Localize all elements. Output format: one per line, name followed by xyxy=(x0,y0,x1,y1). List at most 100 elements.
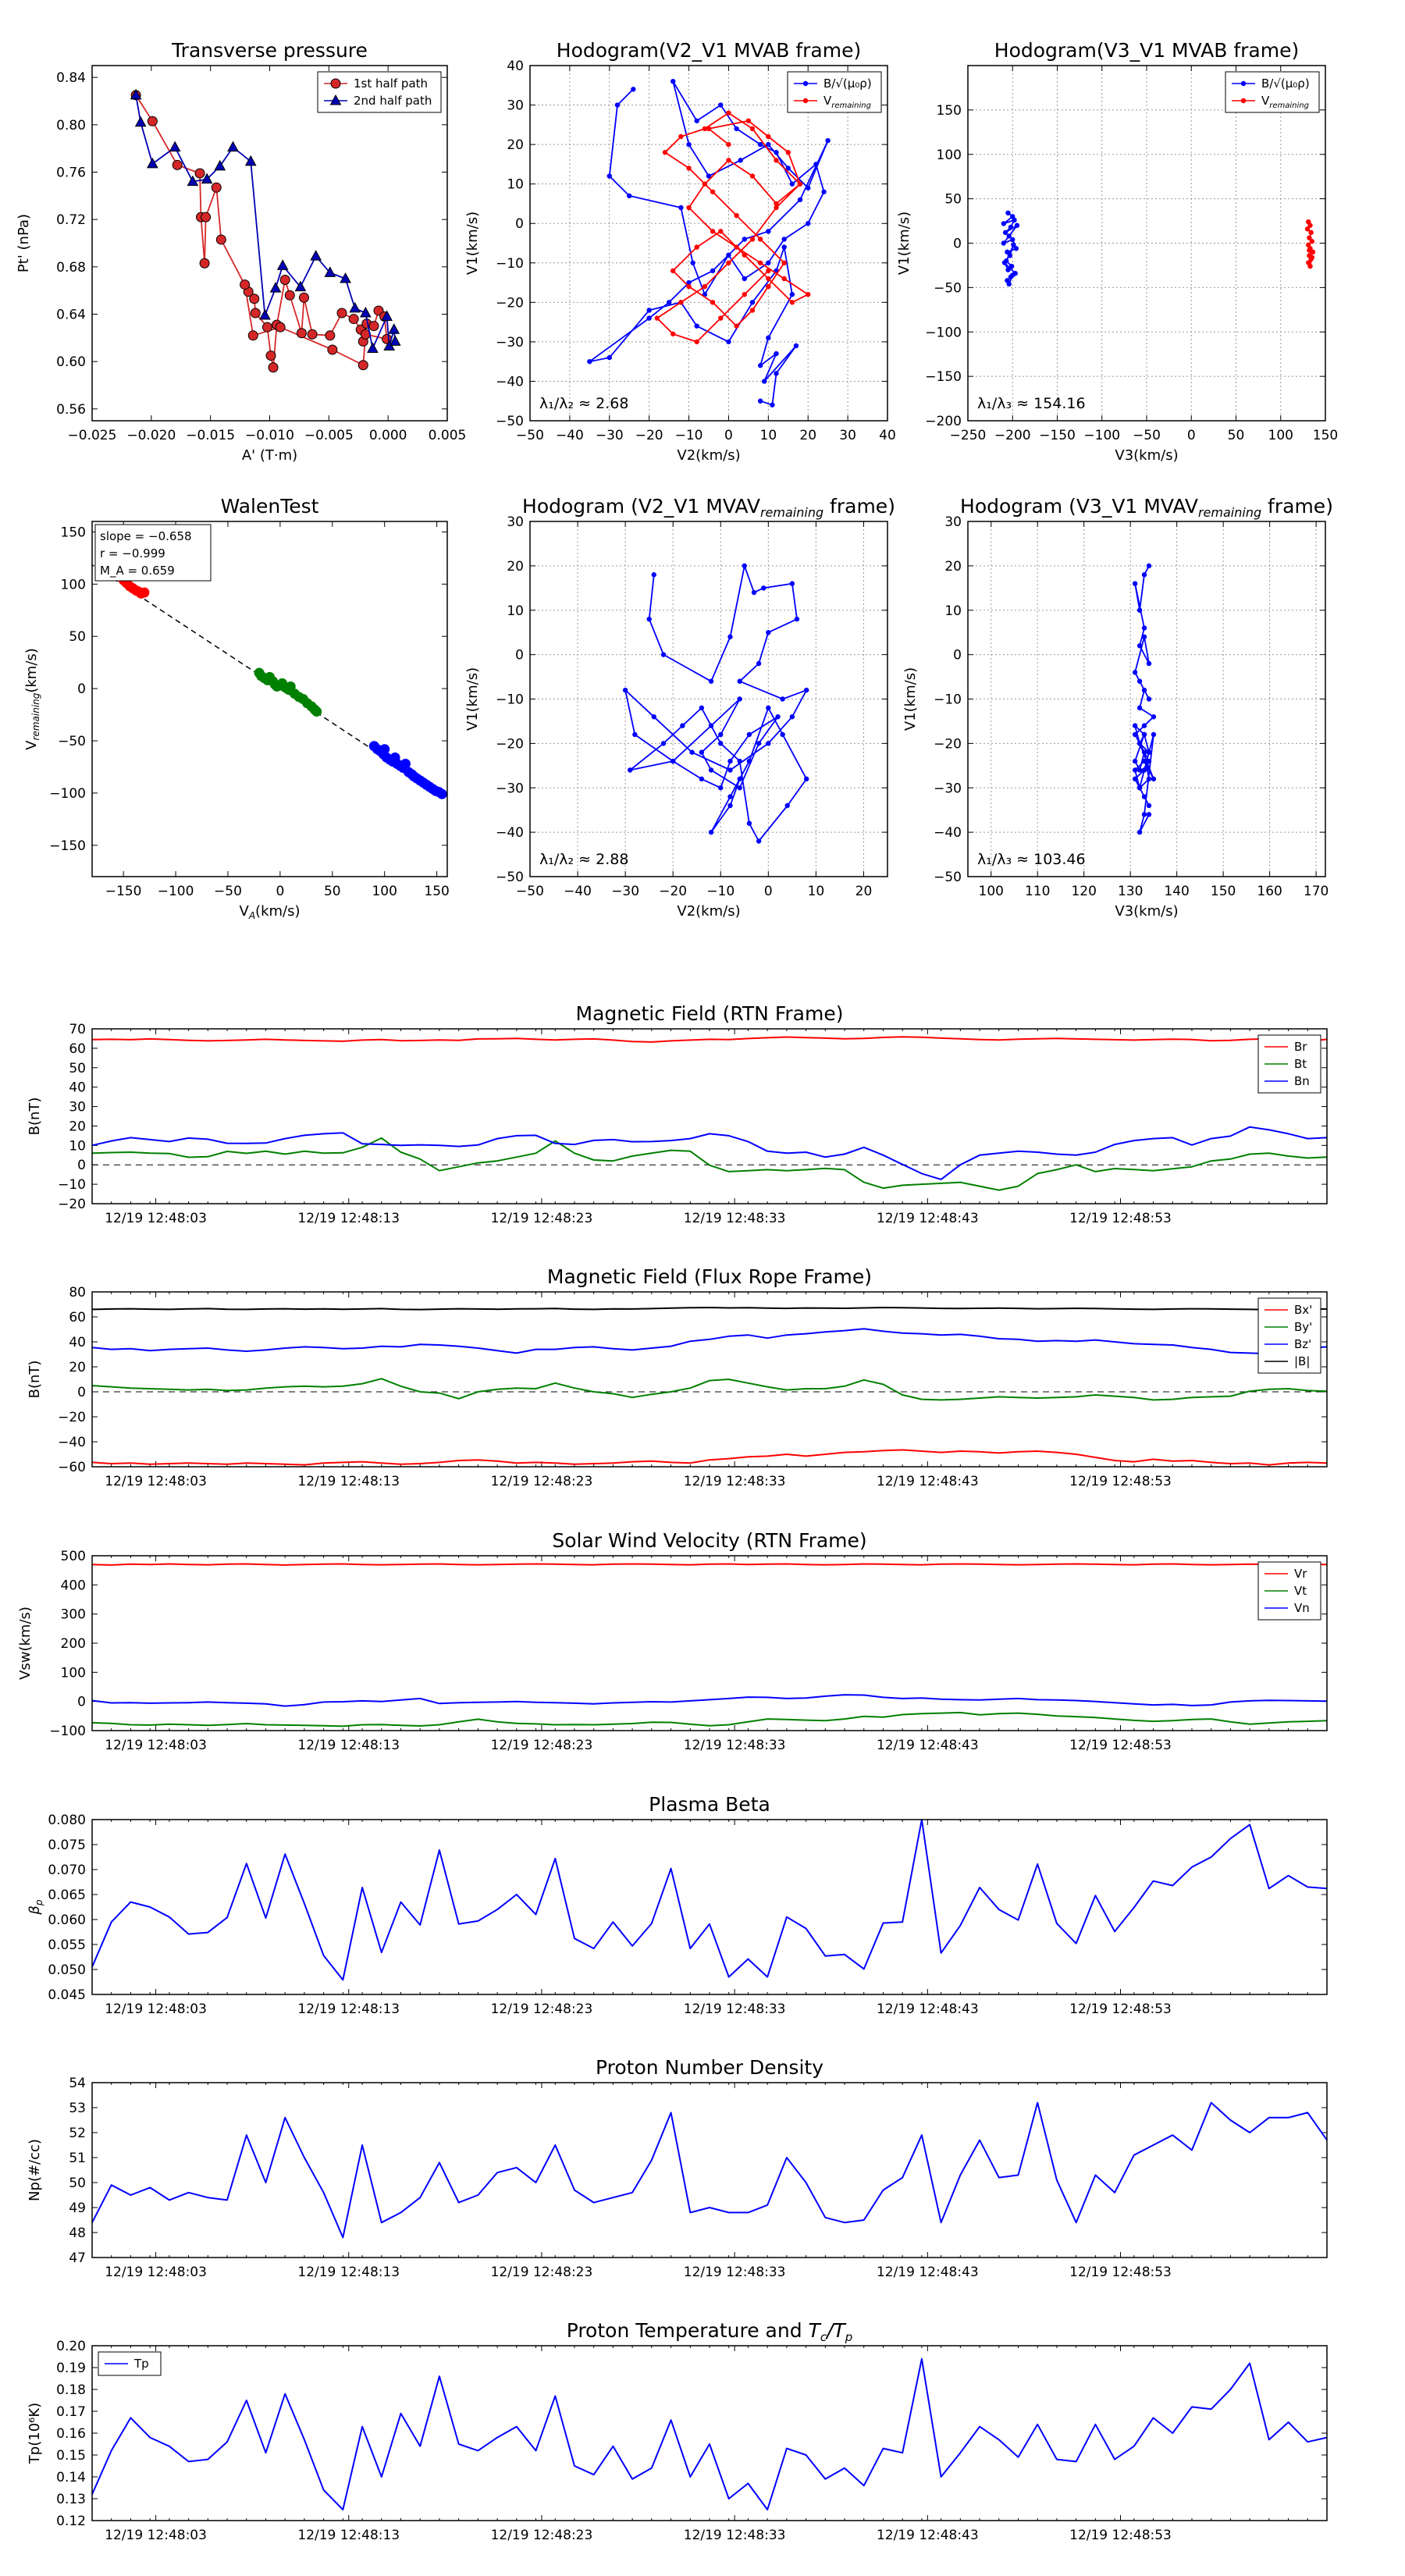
data-point xyxy=(774,371,779,376)
chart-title: Hodogram (V3_V1 MVAVremaining frame) xyxy=(960,495,1333,520)
title-part: Proton Temperature and xyxy=(567,2319,809,2342)
chart-h1: Hodogram(V2_V1 MVAB frame) −50 −40 −30 −20 −1… xyxy=(464,39,896,464)
data-point xyxy=(1141,758,1147,764)
data-point xyxy=(368,321,379,332)
y-axis-label: βp xyxy=(27,1899,44,1916)
data-point xyxy=(1141,572,1147,578)
y-tick-label: −50 xyxy=(58,734,86,749)
data-point xyxy=(784,802,790,809)
data-point xyxy=(825,137,831,144)
y-tick-label: 0 xyxy=(77,681,86,697)
data-point xyxy=(1309,254,1315,260)
y-tick-label: 48 xyxy=(69,2226,86,2241)
data-point xyxy=(1146,660,1152,667)
data-point xyxy=(766,229,771,234)
data-point xyxy=(797,181,803,187)
y-tick-label: 200 xyxy=(61,1636,86,1652)
x-tick-label: 10 xyxy=(808,884,825,899)
legend-box xyxy=(787,71,882,113)
y-tick-label: 51 xyxy=(69,2151,86,2166)
title-part: Hodogram (V3_V1 MVAV xyxy=(960,495,1198,518)
data-point xyxy=(678,300,684,305)
x-tick-label: −20 xyxy=(635,428,663,443)
y-tick-label: 0.080 xyxy=(48,1813,86,1828)
chart-title: Plasma Beta xyxy=(649,1793,770,1816)
legend-part: V xyxy=(823,94,832,108)
y-tick-label: 0.19 xyxy=(56,2361,86,2376)
data-point xyxy=(1146,696,1152,702)
data-point xyxy=(751,589,757,596)
y-tick-label: −20 xyxy=(496,736,524,752)
data-point xyxy=(265,350,276,361)
data-point xyxy=(1141,687,1147,693)
x-tick-label: 12/19 12:48:33 xyxy=(684,1738,786,1753)
x-tick-label: 12/19 12:48:33 xyxy=(684,2528,786,2543)
series-line xyxy=(91,1126,1328,1180)
eigen-ratio: λ₁/λ₂ ≈ 2.88 xyxy=(539,851,628,868)
y-tick-label: 0.17 xyxy=(56,2404,86,2420)
y-tick-label: 0 xyxy=(515,216,524,232)
axes-frame xyxy=(91,1291,1328,1468)
x-tick-label: −40 xyxy=(556,428,584,443)
x-tick-label: 10 xyxy=(760,428,777,443)
x-tick-label: 30 xyxy=(839,428,856,443)
x-tick-label: 12/19 12:48:53 xyxy=(1069,2265,1172,2280)
chart-walen: WalenTest −150 −100 −50 0 50 100 150 −150 −100 −50… xyxy=(23,495,450,921)
y-tick-label: 10 xyxy=(507,603,524,619)
data-point xyxy=(726,260,731,265)
x-tick-label: −0.010 xyxy=(245,428,294,443)
y-tick-label: −40 xyxy=(496,374,524,390)
data-point xyxy=(1132,723,1138,728)
data-point xyxy=(734,126,739,132)
x-tick-label: 40 xyxy=(879,428,896,443)
data-point xyxy=(1307,222,1313,228)
y-tick-label: −150 xyxy=(925,369,962,385)
y-tick-label: 0 xyxy=(77,1385,86,1400)
x-tick-label: −40 xyxy=(564,884,592,899)
data-point xyxy=(367,342,379,353)
data-point xyxy=(1136,643,1143,649)
data-point xyxy=(1005,267,1011,272)
y-tick-label: 0.76 xyxy=(56,165,86,181)
series-line xyxy=(91,1819,1328,1981)
data-point xyxy=(348,314,359,325)
y-tick-label: −20 xyxy=(58,1410,86,1425)
data-point xyxy=(651,714,656,720)
chart-title: Hodogram (V2_V1 MVAVremaining frame) xyxy=(522,495,895,520)
x-tick-label: −50 xyxy=(516,428,544,443)
data-point xyxy=(284,290,295,301)
data-point xyxy=(651,572,656,578)
data-point xyxy=(797,197,803,203)
y-tick-label: 49 xyxy=(69,2201,86,2216)
title-part: T xyxy=(809,2319,822,2342)
data-point xyxy=(806,292,811,297)
y-tick-label: 30 xyxy=(507,98,524,114)
data-point xyxy=(678,205,684,211)
data-point xyxy=(1146,776,1152,782)
y-tick-label: 0.065 xyxy=(48,1888,86,1903)
data-point xyxy=(690,260,695,265)
data-point xyxy=(249,294,260,304)
chart-title: Proton Number Density xyxy=(596,2056,823,2079)
data-point xyxy=(311,706,322,717)
legend-sub: remaining xyxy=(1269,101,1309,110)
data-point xyxy=(686,205,692,211)
data-point xyxy=(749,173,756,179)
y-tick-label: 53 xyxy=(69,2101,86,2116)
data-point xyxy=(268,362,279,373)
data-point xyxy=(756,741,762,746)
x-tick-label: 12/19 12:48:13 xyxy=(297,2265,400,2280)
data-point xyxy=(1001,260,1008,265)
data-point xyxy=(706,173,712,179)
data-point xyxy=(710,189,716,194)
x-tick-label: −0.025 xyxy=(68,428,117,443)
data-point xyxy=(1005,210,1011,216)
plot-area xyxy=(1001,210,1316,287)
chart-h2: Hodogram(V3_V1 MVAB frame) −200 −150 −100 −5… xyxy=(896,39,1338,464)
y-tick-label: −50 xyxy=(496,414,524,429)
x-tick-label: −200 xyxy=(994,428,1031,443)
data-point xyxy=(727,634,733,640)
y-axis-label: Tp(10⁶K) xyxy=(27,2403,43,2464)
data-point xyxy=(1005,249,1010,255)
x-tick-label: 12/19 12:48:03 xyxy=(105,2528,207,2543)
